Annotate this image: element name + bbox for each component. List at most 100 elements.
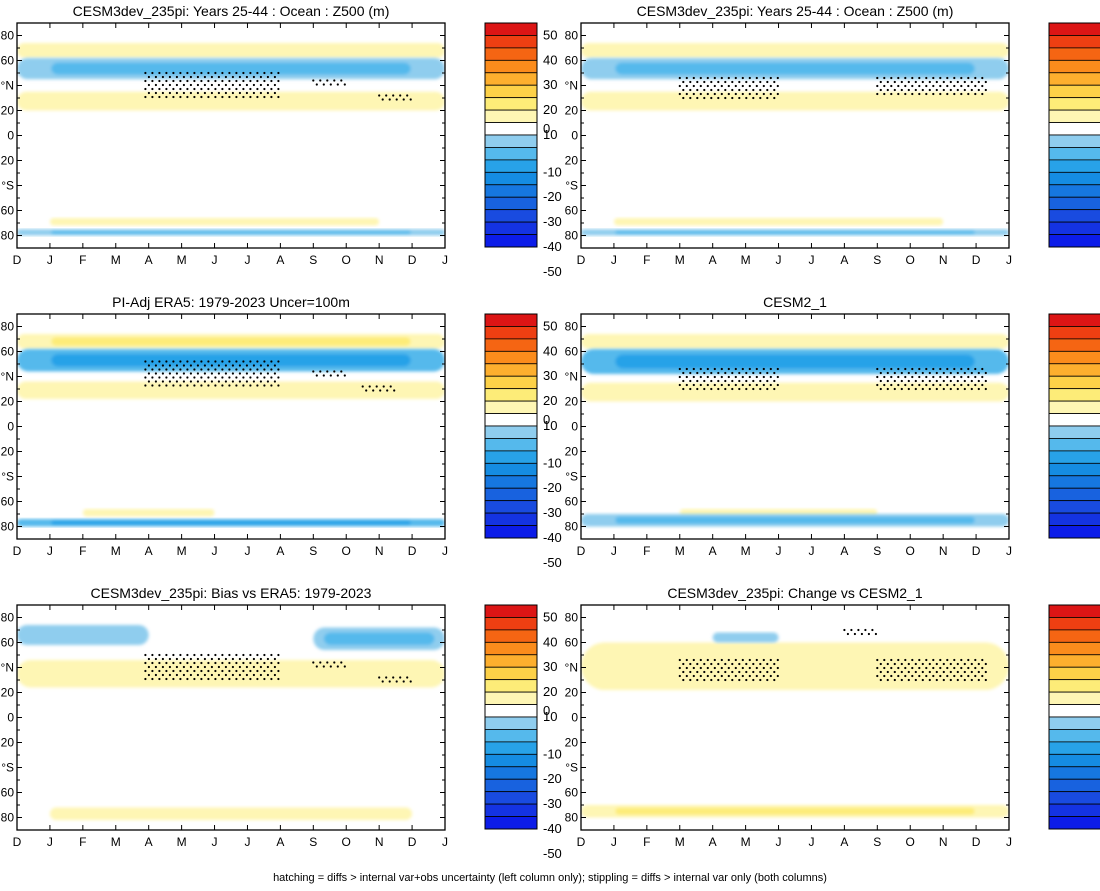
stipple-dot [949,80,952,84]
stipple-dot [769,658,772,662]
stipple-dot [207,95,210,99]
stipple-dot [967,375,970,379]
stipple-dot [921,371,924,375]
stipple-dot [231,673,234,677]
stipple-dot [734,84,737,88]
stipple-dot [228,384,231,387]
stipple-dot [886,678,889,682]
stipple-dot [766,80,769,84]
stipple-dot [741,674,744,678]
colorbar-cell [484,47,538,61]
stipple-dot [876,92,879,96]
stipple-dot [214,87,217,91]
stipple-dot [727,375,730,379]
band-core [615,62,975,75]
y-tick-label: 80 [1,611,15,625]
stipple-dot [378,94,381,97]
x-tick-label: A [840,544,848,558]
field-band [712,632,779,643]
field-band [581,349,1009,374]
stipple-dot [154,673,157,677]
stipple-dot [769,76,772,80]
stipple-dot [890,375,893,379]
y-tick-label: °N [565,661,578,675]
stipple-dot [689,678,692,682]
colorbar-cell [484,134,538,148]
stipple-dot [399,676,402,679]
band-core [615,652,975,680]
colorbar-frame [1048,22,1100,248]
stipple-dot [179,95,182,99]
stipple-dot [703,670,706,674]
stipple-dot [154,83,157,87]
x-tick-label: F [79,253,86,267]
stipple-dot [238,673,241,677]
stipple-dot [956,371,959,375]
stipple-dot [970,371,973,375]
stipple-dot [956,88,959,92]
stipple-dot [242,653,245,657]
stipple-dot [151,95,154,99]
stipple-dot [734,375,737,379]
stipple-dot [231,665,234,669]
stipple-dot [186,87,189,91]
stipple-dot [196,364,199,367]
x-tick-label: D [972,835,981,849]
stipple-dot [893,379,896,383]
field-band [49,218,380,226]
stipple-dot [876,666,879,670]
stipple-dot [769,367,772,371]
x-tick-label: F [643,544,650,558]
x-tick-label: M [741,835,751,849]
stipple-dot [203,657,206,661]
y-tick-label: 80 [1,520,15,534]
stipple-dot [942,88,945,92]
stipple-dot [189,91,192,95]
y-tick-label: 20 [565,104,579,118]
stipple-dot [196,83,199,87]
colorbar-cell [484,525,538,539]
stipple-dot [696,80,699,84]
stipple-dot [883,76,886,80]
stipple-dot [963,379,966,383]
stipple-dot [893,88,896,92]
stipple-dot [372,389,375,392]
stipple-dot [193,677,196,681]
stipple-dot [960,84,963,88]
y-tick-label: 0 [571,129,578,143]
field-band [49,807,413,820]
stipple-dot [713,92,716,96]
colorbar-cell [484,816,538,830]
stipple-dot [326,79,329,82]
stipple-dot [238,75,241,79]
stipple-dot [981,76,984,80]
stipple-dot [942,670,945,674]
stipple-dot [319,661,322,664]
stipple-dot [263,368,266,371]
stipple-dot [168,657,171,661]
stipple-dot [144,384,147,387]
colorbar-label: 30 [543,659,557,674]
stipple-dot [918,92,921,96]
stipple-dot [312,661,315,664]
stipple-dot [277,677,280,681]
stipple-dot [773,88,776,92]
stipple-dot [738,379,741,383]
stipple-dot [249,669,252,673]
stipple-dot [386,389,389,392]
stipple-dot [720,658,723,662]
stipple-dot [703,678,706,682]
panel-1: CESM3dev_235pi: Years 25-44 : Ocean : Z5… [1,3,448,267]
stipple-dot [748,383,751,387]
stipple-dot [165,677,168,681]
stipple-dot [883,674,886,678]
stipple-dot [179,376,182,379]
stipple-dot [228,87,231,91]
stipple-dot [196,91,199,95]
x-tick-label: J [611,253,617,267]
stipple-dot [249,360,252,363]
stipple-dot [147,673,150,677]
stipple-dot [860,632,864,636]
stipple-dot [378,676,381,679]
